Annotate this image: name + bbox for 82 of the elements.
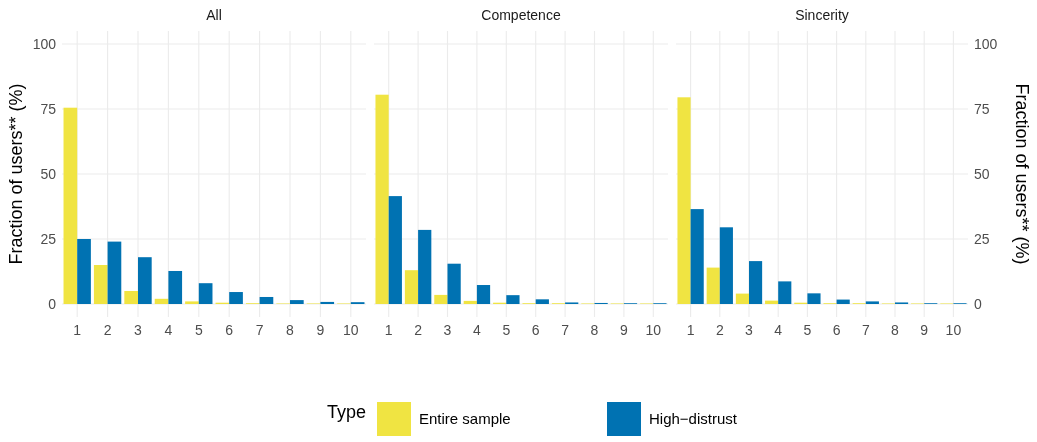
y-axis-title: Fraction of users** (%): [6, 83, 26, 265]
bar: [77, 239, 91, 304]
x-tick-label: 6: [531, 322, 540, 338]
x-tick-label: 3: [745, 322, 754, 338]
x-tick-label: 10: [343, 322, 359, 338]
bar: [677, 97, 691, 304]
y2-tick-label: 25: [974, 231, 990, 247]
y2-tick-label: 50: [974, 166, 990, 182]
x-tick-label: 4: [473, 322, 481, 338]
x-tick-label: 9: [316, 322, 325, 338]
bar: [447, 263, 461, 304]
y-tick-label: 0: [48, 296, 57, 312]
x-tick-label: 1: [73, 322, 82, 338]
bar: [93, 265, 108, 304]
legend-label: High−distrust: [649, 410, 738, 427]
x-tick-label: 4: [774, 322, 783, 338]
chart-title: All: [206, 7, 222, 23]
y2-tick-label: 75: [974, 101, 990, 117]
x-tick-label: 9: [920, 322, 929, 338]
x-tick-label: 5: [803, 322, 812, 338]
bar: [535, 299, 549, 304]
bar: [719, 227, 733, 304]
chart-title: Competence: [481, 7, 561, 23]
bar: [749, 261, 763, 304]
x-tick-label: 1: [384, 322, 393, 338]
legend-title: Type: [327, 402, 367, 422]
x-tick-label: 8: [590, 322, 599, 338]
bar: [138, 257, 152, 304]
x-tick-label: 4: [164, 322, 173, 338]
x-tick-label: 10: [945, 322, 962, 338]
legend-label: Entire sample: [419, 410, 511, 427]
x-tick-label: 8: [891, 322, 900, 338]
y2-tick-label: 100: [974, 36, 998, 52]
bar: [259, 296, 274, 304]
x-tick-label: 7: [561, 322, 570, 338]
x-tick-label: 2: [103, 322, 112, 338]
x-tick-label: 10: [645, 322, 662, 338]
x-tick-label: 3: [134, 322, 143, 338]
x-tick-label: 2: [715, 322, 724, 338]
bar: [229, 292, 243, 304]
y-tick-label: 75: [40, 101, 57, 117]
bar: [434, 294, 448, 304]
bar: [865, 301, 879, 304]
x-tick-label: 2: [414, 322, 423, 338]
bar: [404, 270, 419, 304]
x-tick-label: 3: [443, 322, 452, 338]
bar: [735, 293, 749, 304]
bar: [476, 285, 491, 304]
bar: [168, 270, 183, 304]
bar: [290, 300, 304, 304]
bar: [185, 301, 199, 304]
x-tick-label: 7: [861, 322, 870, 338]
bar: [107, 241, 122, 304]
bar: [124, 291, 138, 304]
x-tick-label: 5: [194, 322, 203, 338]
x-tick-label: 5: [502, 322, 511, 338]
bar: [418, 229, 432, 304]
bar: [63, 107, 78, 304]
chart-title: Sincerity: [795, 7, 849, 23]
bar: [807, 293, 821, 304]
bar: [836, 299, 850, 304]
bar: [375, 94, 389, 304]
x-tick-label: 6: [832, 322, 841, 338]
x-tick-label: 9: [620, 322, 628, 338]
y2-axis-title: Fraction of users** (%): [1012, 83, 1032, 265]
x-tick-label: 1: [686, 322, 695, 338]
bar: [154, 298, 169, 304]
bar: [198, 283, 213, 304]
y-tick-label: 50: [40, 166, 57, 182]
x-tick-label: 6: [225, 322, 234, 338]
bar: [320, 301, 335, 304]
x-tick-label: 7: [255, 322, 264, 338]
y2-tick-label: 0: [974, 296, 982, 312]
bar: [388, 196, 402, 304]
bar: [778, 281, 792, 304]
y-tick-label: 100: [32, 36, 57, 52]
bar: [463, 300, 477, 304]
bar: [506, 295, 520, 304]
bar: [706, 267, 720, 304]
x-tick-label: 8: [286, 322, 295, 338]
bar: [690, 209, 704, 304]
y-tick-label: 25: [40, 231, 57, 247]
